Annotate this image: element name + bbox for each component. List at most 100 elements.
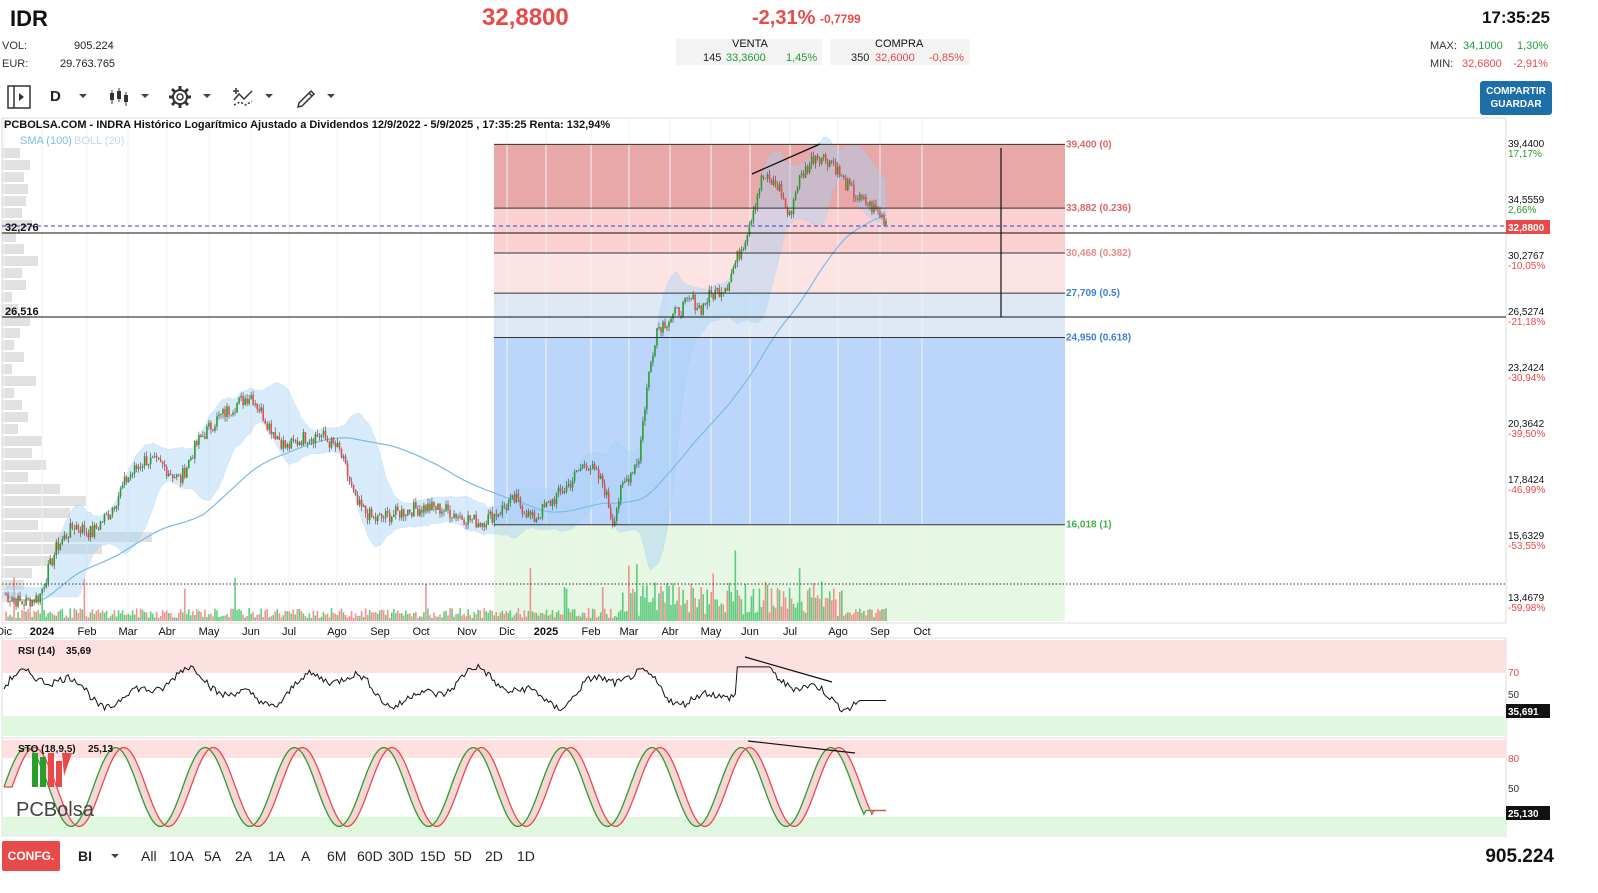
chart-type-selector[interactable]: BI bbox=[78, 848, 92, 864]
candle-body bbox=[83, 524, 86, 532]
period-option[interactable]: 1D bbox=[517, 848, 535, 864]
panel-toggle-icon[interactable] bbox=[6, 84, 32, 110]
volume-bar bbox=[680, 605, 682, 621]
period-option[interactable]: 10A bbox=[169, 848, 194, 864]
candle-body bbox=[748, 224, 751, 235]
candle-body bbox=[736, 251, 739, 263]
volume-bar bbox=[93, 613, 96, 621]
volume-bar bbox=[83, 578, 86, 621]
volume-bar bbox=[346, 617, 349, 621]
candle-body bbox=[597, 469, 600, 479]
volume-bar bbox=[103, 612, 106, 621]
period-option[interactable]: 6M bbox=[327, 848, 347, 864]
period-option[interactable]: 60D bbox=[357, 848, 383, 864]
pencil-icon[interactable] bbox=[296, 86, 318, 108]
volume-bar bbox=[742, 614, 745, 621]
rsi-level-50: 50 bbox=[1508, 690, 1520, 701]
candle-body bbox=[818, 158, 821, 164]
candle-body bbox=[350, 481, 353, 485]
chevron-down-icon[interactable] bbox=[202, 92, 212, 100]
chevron-down-icon[interactable] bbox=[78, 92, 88, 100]
period-option[interactable]: 2D bbox=[485, 848, 503, 864]
volume-bar bbox=[222, 615, 224, 621]
config-button[interactable]: CONFG. bbox=[2, 841, 60, 871]
indicator-icon[interactable] bbox=[232, 86, 254, 108]
period-option[interactable]: 5D bbox=[454, 848, 472, 864]
chevron-down-icon[interactable] bbox=[264, 92, 274, 100]
candle-body bbox=[788, 211, 791, 215]
volume-bar bbox=[822, 606, 825, 621]
volume-bar bbox=[105, 610, 108, 621]
volume-bar bbox=[597, 616, 600, 621]
volume-bar bbox=[885, 608, 887, 621]
period-option[interactable]: All bbox=[141, 848, 157, 864]
candle-body bbox=[704, 303, 706, 305]
volume-bar bbox=[489, 610, 492, 621]
volume-bar bbox=[45, 616, 47, 621]
share-save-button[interactable]: COMPARTIR GUARDAR bbox=[1480, 81, 1552, 115]
y-tick-percent: -30,94% bbox=[1508, 373, 1545, 384]
candle-body bbox=[654, 345, 656, 356]
volume-bar bbox=[378, 610, 381, 621]
candle-body bbox=[234, 412, 236, 414]
candle-body bbox=[700, 305, 702, 315]
candlestick-icon[interactable] bbox=[108, 86, 130, 108]
candle-body bbox=[712, 293, 715, 300]
candle-body bbox=[571, 481, 574, 488]
candle-body bbox=[226, 406, 228, 417]
chevron-down-icon[interactable] bbox=[326, 92, 336, 100]
volume-bar bbox=[61, 608, 64, 621]
volume-bar bbox=[37, 610, 39, 621]
fib-label: 33,882 (0.236) bbox=[1066, 203, 1131, 214]
candle-body bbox=[593, 463, 596, 470]
candle-body bbox=[171, 474, 174, 479]
candle-body bbox=[155, 456, 158, 458]
candle-body bbox=[244, 398, 246, 406]
volume-bar bbox=[495, 611, 498, 621]
chart-area[interactable]: 39,400 (0) 33,882 (0.236) 30,468 (0.382) 27… bbox=[0, 116, 1598, 838]
volume-bar bbox=[234, 577, 236, 621]
volume-bar bbox=[595, 617, 598, 621]
x-tick-label: Sep bbox=[870, 626, 890, 638]
candle-body bbox=[706, 302, 708, 305]
gear-icon[interactable] bbox=[168, 85, 192, 109]
volume-bar bbox=[658, 593, 660, 621]
volume-bar bbox=[200, 612, 202, 621]
candle-body bbox=[87, 532, 90, 538]
volume-bar bbox=[101, 610, 104, 621]
candle-body bbox=[139, 466, 142, 468]
rsi-oversold-zone bbox=[2, 716, 1506, 736]
volume-bar bbox=[278, 613, 281, 621]
period-option[interactable]: 5A bbox=[204, 848, 222, 864]
volume-bar bbox=[720, 603, 723, 621]
candle-body bbox=[97, 528, 100, 530]
volume-bar bbox=[575, 616, 578, 621]
interval-selector[interactable]: D bbox=[50, 88, 61, 105]
volume-bar bbox=[226, 614, 228, 621]
period-option[interactable]: 15D bbox=[420, 848, 446, 864]
period-option[interactable]: 1A bbox=[268, 848, 286, 864]
candle-body bbox=[619, 484, 622, 502]
candle-body bbox=[121, 484, 124, 489]
y-tick-percent: -53,55% bbox=[1508, 541, 1545, 552]
candle-body bbox=[55, 542, 58, 555]
venta-qty: 145 bbox=[703, 52, 722, 64]
volume-bar bbox=[214, 608, 216, 621]
volume-bar bbox=[611, 617, 614, 621]
volume-bar bbox=[236, 610, 238, 621]
period-option[interactable]: A bbox=[301, 848, 311, 864]
candle-body bbox=[605, 491, 608, 496]
fib-zone bbox=[494, 208, 1065, 254]
volume-bar bbox=[324, 614, 327, 621]
volume-bar bbox=[565, 588, 568, 621]
chevron-down-icon[interactable] bbox=[140, 92, 150, 100]
volume-bar bbox=[75, 610, 78, 621]
volume-bar bbox=[340, 608, 343, 621]
volume-bar bbox=[662, 591, 664, 621]
period-option[interactable]: 2A bbox=[235, 848, 253, 864]
volume-bar bbox=[328, 617, 331, 621]
chevron-down-icon[interactable] bbox=[110, 852, 120, 860]
volume-bar bbox=[163, 612, 166, 621]
compra-qty: 350 bbox=[851, 52, 870, 64]
period-option[interactable]: 30D bbox=[388, 848, 414, 864]
